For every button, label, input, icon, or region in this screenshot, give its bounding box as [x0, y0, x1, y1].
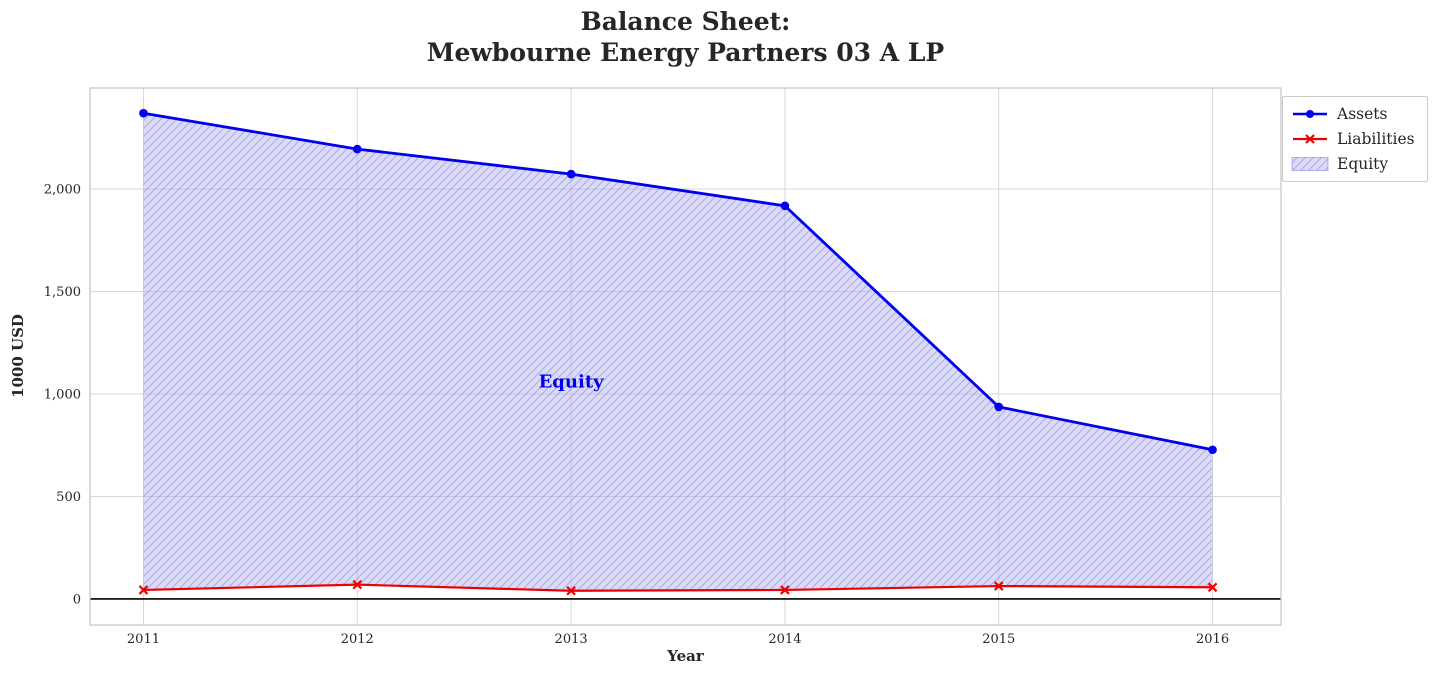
- liabilities-marker-x: [780, 585, 790, 595]
- legend: Assets Liabilities Equity: [1282, 96, 1428, 182]
- equity-swatch-patch: [1291, 157, 1329, 171]
- assets-marker-circle: [780, 201, 790, 211]
- y-tick-label: 2,000: [44, 183, 81, 198]
- x-axis-label: Year: [667, 647, 704, 665]
- equity-annotation: Equity: [538, 371, 604, 393]
- liabilities-line: [142, 583, 1214, 592]
- x-tick-label: 2011: [127, 632, 160, 647]
- chart-title: Balance Sheet: Mewbourne Energy Partners…: [90, 6, 1281, 68]
- legend-item-liabilities: Liabilities: [1291, 130, 1415, 148]
- chart-title-line1: Balance Sheet:: [580, 7, 791, 36]
- y-tick-label: 1,000: [44, 388, 81, 403]
- assets-marker-circle: [994, 402, 1004, 412]
- liabilities-marker-x: [993, 581, 1004, 591]
- legend-label-assets: Assets: [1337, 105, 1388, 123]
- equity-hatch-swatch: [1291, 157, 1329, 171]
- x-tick-label: 2016: [1196, 632, 1229, 647]
- liabilities-marker-x: [1207, 582, 1218, 593]
- chart-title-line2: Mewbourne Energy Partners 03 A LP: [426, 38, 945, 67]
- assets-marker-circle: [1208, 445, 1217, 455]
- legend-item-equity: Equity: [1291, 155, 1415, 173]
- x-tick-label: 2014: [768, 632, 801, 647]
- y-tick-label: 1,500: [44, 285, 81, 300]
- x-tick-label: 2015: [982, 632, 1015, 647]
- assets-line: [142, 111, 1214, 452]
- assets-marker-circle: [139, 108, 148, 118]
- legend-label-equity: Equity: [1337, 155, 1389, 173]
- liabilities-line-swatch: [1293, 134, 1327, 144]
- liabilities-swatch-marker: [1305, 134, 1315, 144]
- equity-fill-area: [143, 113, 1213, 591]
- legend-item-assets: Assets: [1291, 105, 1415, 123]
- legend-label-liabilities: Liabilities: [1337, 130, 1415, 148]
- y-tick-label: 500: [56, 490, 81, 505]
- x-tick-label: 2012: [341, 632, 374, 647]
- assets-marker-circle: [352, 144, 362, 154]
- assets-marker-circle: [566, 169, 576, 179]
- y-tick-label: 0: [73, 592, 81, 607]
- liabilities-marker-x: [566, 585, 576, 596]
- liabilities-marker-x: [352, 579, 363, 590]
- liabilities-marker-x: [138, 585, 149, 595]
- assets-swatch-marker: [1306, 110, 1314, 118]
- plot-border: [89, 87, 1282, 626]
- assets-line-swatch: [1293, 110, 1327, 118]
- x-tick-label: 2013: [555, 632, 588, 647]
